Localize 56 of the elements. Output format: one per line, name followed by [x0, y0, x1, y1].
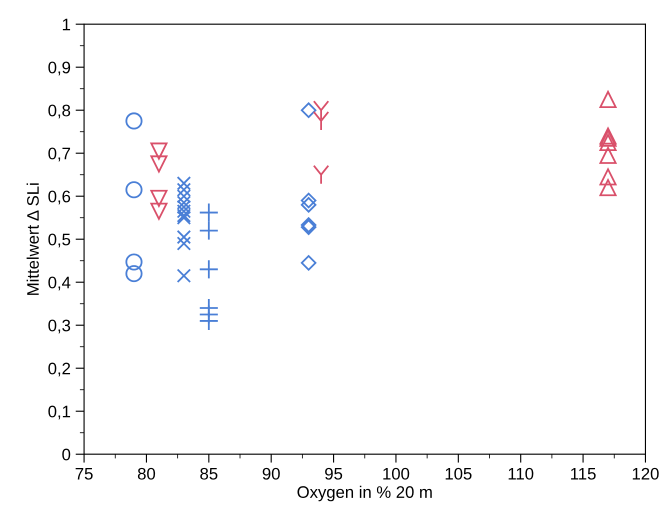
y-tick-label: 0,3 [48, 320, 70, 334]
point [599, 146, 617, 164]
point [176, 200, 192, 214]
point [312, 111, 330, 131]
point [176, 236, 192, 251]
point [150, 190, 168, 207]
point [198, 220, 219, 241]
point [150, 202, 168, 220]
point [599, 90, 617, 108]
point [125, 253, 143, 271]
point [300, 255, 316, 271]
x-tick-label: 85 [200, 468, 218, 480]
point [599, 179, 617, 196]
point [176, 176, 192, 190]
x-axis-title: Oxygen in % 20 m [297, 486, 432, 502]
point [125, 181, 143, 198]
point [125, 112, 143, 130]
y-tick-label: 1 [62, 18, 70, 30]
point [176, 230, 192, 244]
y-tick-label: 0,9 [48, 62, 70, 76]
y-tick-label: 0,6 [48, 190, 70, 204]
point [198, 259, 219, 280]
x-tick-label: 115 [571, 468, 596, 480]
x-tick-label: 105 [446, 468, 472, 480]
point [300, 102, 316, 118]
x-tick-label: 120 [632, 468, 659, 480]
point [150, 155, 168, 173]
x-tick-label: 100 [383, 468, 410, 480]
point [599, 168, 617, 186]
point [176, 196, 192, 210]
point [125, 265, 143, 282]
point [312, 100, 330, 120]
x-tick-label: 95 [325, 468, 342, 480]
point [312, 164, 330, 185]
x-tick-label: 110 [508, 468, 534, 480]
y-tick-label: 0,8 [48, 104, 70, 118]
y-tick-label: 0 [62, 448, 70, 460]
y-tick-label: 0,5 [48, 234, 70, 248]
point [198, 310, 219, 331]
point [150, 142, 168, 160]
x-tick-label: 90 [262, 468, 280, 480]
point [300, 197, 316, 213]
point [176, 204, 192, 218]
point [599, 134, 617, 152]
point [300, 192, 316, 208]
x-tick-label: 80 [138, 468, 156, 480]
point [176, 182, 192, 197]
y-tick-label: 0,1 [48, 406, 70, 420]
point [198, 202, 219, 222]
y-tick-label: 0,7 [48, 148, 70, 162]
y-axis-title: Mittelwert Δ SLi [26, 183, 39, 295]
y-tick-label: 0,4 [48, 276, 70, 290]
x-tick-label: 75 [76, 468, 93, 480]
y-tick-label: 0,2 [48, 362, 70, 376]
point [176, 268, 192, 283]
point [176, 189, 192, 204]
